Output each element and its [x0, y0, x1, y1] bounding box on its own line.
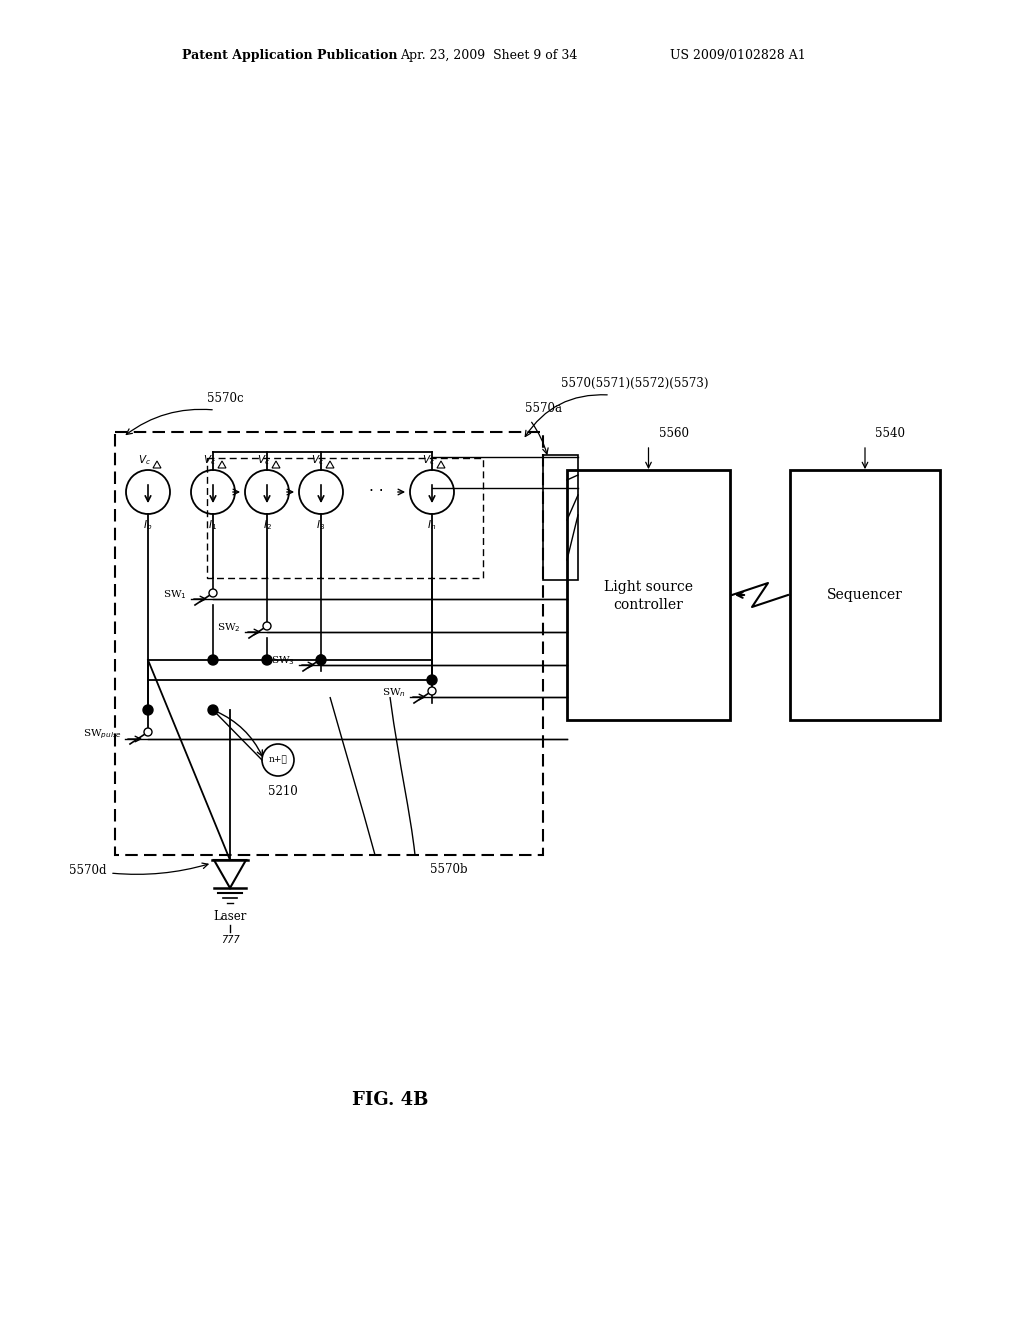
Text: Light source: Light source: [604, 579, 693, 594]
Text: $V_c$: $V_c$: [422, 453, 434, 467]
Text: Sequencer: Sequencer: [827, 587, 903, 602]
Circle shape: [427, 675, 437, 685]
Text: SW$_{pulse}$: SW$_{pulse}$: [83, 727, 122, 741]
Circle shape: [144, 729, 152, 737]
Circle shape: [316, 655, 326, 665]
Text: 5210: 5210: [268, 785, 298, 799]
Text: SW$_n$: SW$_n$: [382, 686, 406, 700]
Text: 777: 777: [220, 935, 240, 945]
Text: $V_c$: $V_c$: [203, 453, 215, 467]
Text: $I_b$: $I_b$: [143, 517, 153, 532]
Text: $I_n$: $I_n$: [427, 517, 436, 532]
Text: Laser: Laser: [213, 909, 247, 923]
Text: SW$_1$: SW$_1$: [163, 589, 187, 602]
Circle shape: [209, 589, 217, 597]
Text: 5570c: 5570c: [207, 392, 244, 405]
Text: 5570(5571)(5572)(5573): 5570(5571)(5572)(5573): [561, 378, 709, 389]
Circle shape: [262, 655, 272, 665]
Text: controller: controller: [613, 598, 683, 612]
Text: $I_3$: $I_3$: [316, 517, 326, 532]
Text: SW$_2$: SW$_2$: [217, 622, 241, 635]
Circle shape: [263, 622, 271, 630]
Text: · ·: · ·: [369, 484, 383, 499]
Text: Patent Application Publication: Patent Application Publication: [182, 49, 397, 62]
Bar: [543, 455, 578, 579]
Text: $V_c$: $V_c$: [310, 453, 324, 467]
Circle shape: [428, 686, 436, 696]
Circle shape: [143, 705, 153, 715]
Text: 5570a: 5570a: [525, 403, 562, 414]
Text: 5570b: 5570b: [430, 863, 468, 876]
Circle shape: [208, 655, 218, 665]
Circle shape: [208, 705, 218, 715]
Text: $I_2$: $I_2$: [262, 517, 271, 532]
Text: 5570d: 5570d: [70, 863, 106, 876]
Text: 5560: 5560: [658, 426, 688, 440]
Text: $V_c$: $V_c$: [137, 453, 151, 467]
Bar: [567, 470, 730, 719]
Bar: [207, 458, 483, 578]
Text: Apr. 23, 2009  Sheet 9 of 34: Apr. 23, 2009 Sheet 9 of 34: [400, 49, 578, 62]
Bar: [790, 470, 940, 719]
Circle shape: [317, 655, 325, 663]
Text: $V_c$: $V_c$: [256, 453, 269, 467]
Text: $I_1$: $I_1$: [209, 517, 217, 532]
Text: SW$_3$: SW$_3$: [271, 655, 295, 668]
Text: US 2009/0102828 A1: US 2009/0102828 A1: [670, 49, 806, 62]
Bar: [115, 432, 543, 855]
Text: FIG. 4B: FIG. 4B: [352, 1092, 428, 1109]
Text: n+①: n+①: [268, 755, 288, 764]
Text: 5540: 5540: [874, 426, 905, 440]
